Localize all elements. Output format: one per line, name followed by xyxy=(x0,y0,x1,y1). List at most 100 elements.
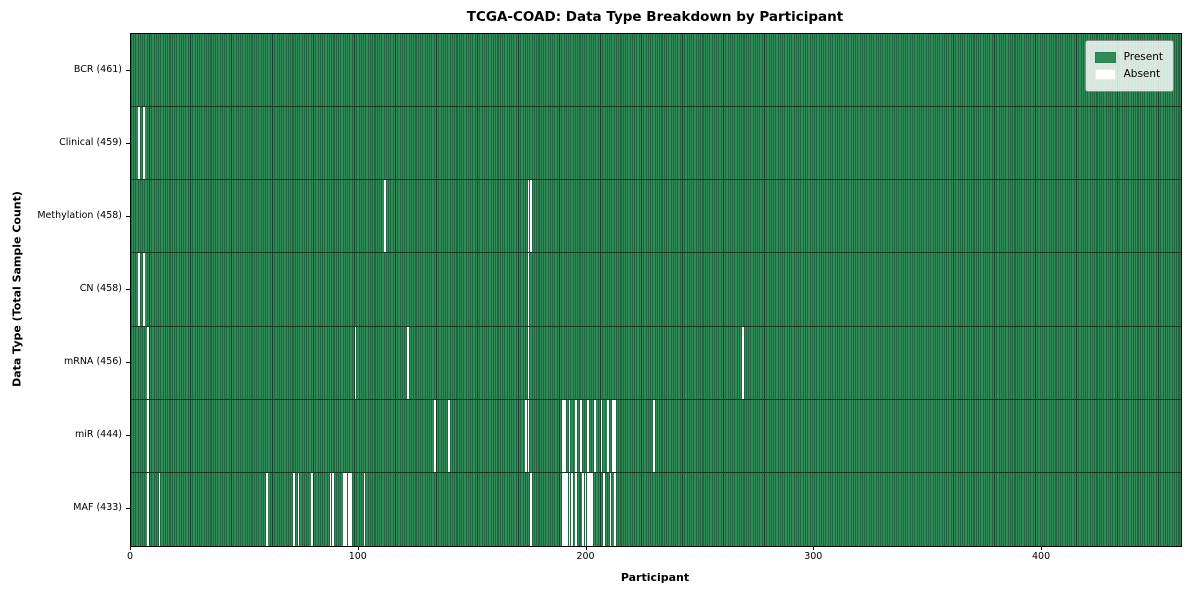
absent-gap xyxy=(584,472,587,546)
plot-area: Present Absent xyxy=(130,33,1182,547)
absent-gap xyxy=(575,472,578,546)
absent-gap xyxy=(158,472,161,546)
absent-gap xyxy=(652,399,655,472)
y-tick-label-mir: miR (444) xyxy=(74,429,122,441)
absent-gap xyxy=(142,107,145,180)
absent-gap xyxy=(527,180,530,253)
x-tick-label-400: 400 xyxy=(1031,551,1051,562)
y-tick-mark xyxy=(126,289,130,290)
x-tick-label-100: 100 xyxy=(348,551,367,562)
y-tick-label-bcr: BCR (461) xyxy=(73,63,122,75)
absent-gap xyxy=(297,472,300,546)
y-tick-mark xyxy=(126,435,130,437)
x-tick-mark xyxy=(813,546,815,550)
absent-gap xyxy=(561,472,564,546)
absent-gap xyxy=(311,472,314,546)
absent-gap xyxy=(345,472,348,546)
absent-gap xyxy=(331,472,334,546)
legend-item-absent: Absent xyxy=(1094,67,1163,82)
legend: Present Absent xyxy=(1084,40,1174,92)
absent-gap xyxy=(575,399,578,472)
x-tick-label-200: 200 xyxy=(576,551,595,562)
legend-item-present: Present xyxy=(1094,50,1163,65)
absent-gap xyxy=(329,472,332,546)
absent-gap xyxy=(609,472,612,546)
y-tick-label-cn: CN (458) xyxy=(79,283,122,294)
absent-gap xyxy=(527,326,530,399)
y-tick-mark xyxy=(126,508,130,510)
absent-gap xyxy=(614,472,617,546)
absent-gap xyxy=(138,107,140,180)
present-swatch xyxy=(1094,52,1116,63)
absent-gap xyxy=(147,399,150,472)
x-tick-label-300: 300 xyxy=(804,551,823,562)
absent-gap xyxy=(568,399,571,472)
absent-gap xyxy=(741,326,744,399)
x-tick-label-0: 0 xyxy=(126,551,134,562)
heatmap-row-methylation xyxy=(131,180,1181,254)
absent-gap xyxy=(561,399,564,472)
absent-gap xyxy=(447,399,450,472)
heatmap-row-bcr xyxy=(131,34,1181,108)
absent-gap xyxy=(611,399,614,472)
absent-gap xyxy=(527,253,530,326)
absent-gap xyxy=(580,399,582,472)
absent-gap xyxy=(582,472,585,546)
chart-title: TCGA-COAD: Data Type Breakdown by Partic… xyxy=(466,9,844,25)
absent-gap xyxy=(347,472,350,546)
absent-gap xyxy=(600,399,603,472)
x-axis-title: Participant xyxy=(620,571,690,584)
y-tick-label-mrna: mRNA (456) xyxy=(63,356,122,368)
heatmap-row-maf xyxy=(131,472,1181,546)
y-tick-label-clinical: Clinical (459) xyxy=(59,136,122,148)
absent-gap xyxy=(586,472,589,546)
absent-gap xyxy=(350,472,352,546)
absent-gap xyxy=(142,253,145,326)
absent-gap xyxy=(343,472,345,546)
x-tick-mark xyxy=(130,546,131,550)
absent-gap xyxy=(566,472,569,546)
absent-gap xyxy=(434,399,437,472)
absent-gap xyxy=(406,326,409,399)
absent-gap xyxy=(602,472,605,546)
absent-gap xyxy=(525,399,528,472)
x-tick-mark xyxy=(357,546,359,550)
absent-gap xyxy=(147,326,150,399)
y-tick-mark xyxy=(126,69,130,71)
y-tick-label-maf: MAF (433) xyxy=(73,502,122,514)
heatmap-row-mrna xyxy=(131,326,1181,400)
heatmap-row-clinical xyxy=(131,107,1181,181)
legend-label-absent: Absent xyxy=(1123,68,1161,80)
absent-gap xyxy=(529,472,532,546)
absent-gap xyxy=(586,399,589,472)
absent-gap xyxy=(384,180,386,253)
absent-swatch xyxy=(1094,69,1116,80)
heatmap-row-mir xyxy=(131,399,1181,473)
absent-gap xyxy=(529,180,532,253)
y-tick-mark xyxy=(126,142,130,144)
y-tick-label-methylation: Methylation (458) xyxy=(37,209,122,221)
y-tick-mark xyxy=(126,215,130,217)
absent-gap xyxy=(138,253,140,326)
absent-gap xyxy=(591,472,594,546)
absent-gap xyxy=(147,472,150,546)
absent-gap xyxy=(568,472,571,546)
x-tick-mark xyxy=(585,546,587,550)
absent-gap xyxy=(607,399,610,472)
absent-gap xyxy=(570,472,573,546)
y-tick-mark xyxy=(126,362,130,364)
absent-gap xyxy=(265,472,268,546)
absent-gap xyxy=(293,472,295,546)
absent-gap xyxy=(564,472,566,546)
heatmap-row-cn xyxy=(131,253,1181,327)
absent-gap xyxy=(564,399,566,472)
x-tick-mark xyxy=(1041,546,1043,550)
absent-gap xyxy=(593,399,596,472)
absent-gap xyxy=(614,399,617,472)
absent-gap xyxy=(589,472,591,546)
legend-label-present: Present xyxy=(1123,51,1163,63)
absent-gap xyxy=(527,399,530,472)
absent-gap xyxy=(363,472,366,546)
absent-gap xyxy=(354,326,357,399)
